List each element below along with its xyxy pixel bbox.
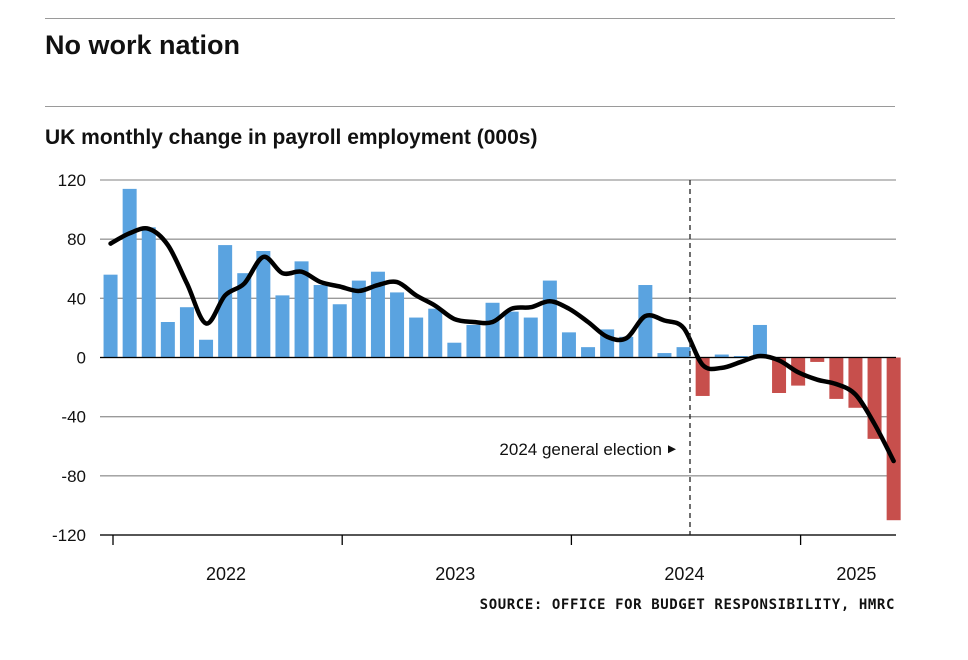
bar [103,274,118,358]
bar [313,285,328,358]
source-note: SOURCE: OFFICE FOR BUDGET RESPONSIBILITY… [479,597,895,613]
bar [772,357,787,393]
line-3-month-average [108,226,896,464]
bar [542,280,557,358]
bar [351,280,366,358]
chart-title: No work nation [45,30,240,60]
bar [886,357,901,521]
y-tick-label: 0 [77,349,86,368]
bar [409,317,424,358]
y-tick-label: 120 [58,171,86,190]
annotations: 2024 general election [499,180,691,535]
top-rule [45,18,895,19]
bar-series [103,188,901,521]
election-annotation-text: 2024 general election [499,440,662,459]
y-tick-label: -80 [61,467,86,486]
bar [523,317,538,358]
annotation-arrow-icon [668,445,676,454]
axes: 120 80 40 0 -40 -80 -120 2022 2023 2024 2025 [52,171,896,584]
bar [218,245,233,358]
bar [294,261,309,358]
bar [504,311,519,358]
bar [447,342,462,358]
bar [122,188,137,358]
line-series [108,226,896,464]
bar [829,357,844,399]
bar [638,285,653,358]
bar [581,347,596,358]
bar [370,271,385,358]
bar [752,324,767,358]
bar [428,308,443,358]
bar [390,292,405,358]
bar [275,295,290,358]
bar [676,347,691,358]
bar [332,304,347,358]
x-tick-label: 2023 [435,564,475,584]
y-tick-label: 80 [67,230,86,249]
chart-subtitle: UK monthly change in payroll employment … [45,126,538,149]
x-tick-label: 2025 [836,564,876,584]
bar [714,354,729,358]
x-tick-label: 2022 [206,564,246,584]
title-rule [45,106,895,107]
bar [199,339,214,358]
y-tick-label: 40 [67,289,86,308]
bar [561,332,576,358]
bar [237,273,252,358]
bar [657,353,672,358]
bar [179,307,194,358]
bar [256,251,271,358]
bar [466,324,481,358]
x-tick-label: 2024 [664,564,704,584]
bar [485,302,500,358]
bar [141,227,156,358]
y-tick-label: -120 [52,526,86,545]
bar [810,357,825,362]
bar [733,356,748,358]
bar [619,336,634,358]
y-tick-label: -40 [61,408,86,427]
bar [160,322,175,358]
